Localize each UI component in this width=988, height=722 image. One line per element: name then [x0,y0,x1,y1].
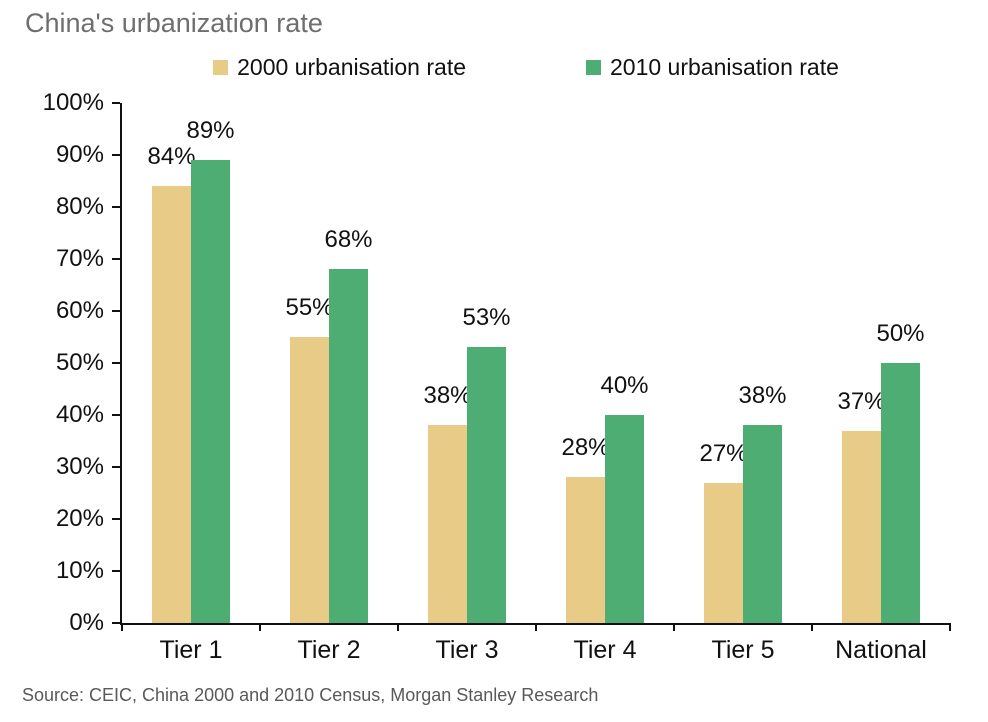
x-axis-category-label-tier-3: Tier 3 [435,636,499,664]
y-axis-label: 90% [55,141,104,168]
legend-swatch-2000 [213,60,229,75]
bar-value-label-2010-tier-1: 89% [186,117,235,145]
bar-value-label-2010-tier-2: 68% [324,226,373,254]
x-axis-tick [673,623,675,631]
bar-value-label-2000-tier-3: 38% [423,382,472,410]
y-axis-label: 0% [69,609,104,636]
bar-value-label-2010-national: 50% [876,320,925,347]
x-axis-tick [397,623,399,631]
bar-2000-tier-5 [704,482,743,623]
y-axis-tick [112,622,120,624]
bar-value-label-2010-tier-5: 38% [738,382,787,410]
bar-2000-tier-2 [290,337,329,623]
y-axis-tick [112,310,120,312]
bar-value-label-2010-tier-4: 40% [600,372,649,399]
legend-label-2010: 2010 urbanisation rate [610,54,839,80]
bar-value-label-2000-national: 37% [837,387,886,415]
chart-title: China's urbanization rate [25,8,323,38]
bar-value-label-2000-tier-2: 55% [285,294,334,321]
legend-item-2000: 2000 urbanisation rate [213,54,466,81]
bar-value-label-2000-tier-4: 28% [561,434,610,462]
x-axis-tick [535,623,537,631]
bar-2010-tier-3 [467,347,506,623]
x-axis-category-label-tier-5: Tier 5 [711,636,775,664]
bar-value-label-2000-tier-5: 27% [699,439,748,467]
y-axis-tick [112,414,120,416]
legend-label-2000: 2000 urbanisation rate [237,54,466,80]
x-axis-category-label-tier-4: Tier 4 [573,636,637,664]
x-axis-tick [949,623,951,631]
y-axis-label: 100% [42,89,104,116]
y-axis-label: 70% [55,245,104,272]
x-axis-category-label-tier-1: Tier 1 [159,636,223,664]
y-axis-tick [112,206,120,208]
y-axis-label: 50% [55,349,104,376]
y-axis-label: 30% [55,453,104,480]
legend-swatch-2010 [586,60,601,75]
bar-2000-tier-4 [566,477,605,623]
y-axis-tick [112,466,120,468]
y-axis-label: 10% [55,557,104,584]
y-axis-label: 60% [55,297,104,324]
plot-area: 0% 10% 20% 30% 40% 50% 60% 70% 80% 90% 100% 84% 89% T… [43,90,951,664]
source-note: Source: CEIC, China 2000 and 2010 Census… [22,685,599,705]
bar-2000-national [842,430,881,623]
bar-value-label-2010-tier-3: 53% [462,304,511,332]
y-axis-label: 20% [55,505,104,532]
y-axis-tick [112,102,120,104]
y-axis-label: 40% [55,401,104,428]
x-axis-tick [811,623,813,631]
y-axis-label: 80% [55,193,104,220]
bar-2010-national [881,363,920,623]
y-axis-tick [112,518,120,520]
y-axis-tick [112,570,120,572]
bar-2010-tier-2 [329,269,368,623]
x-axis-tick [121,623,123,631]
x-axis-category-label-tier-2: Tier 2 [297,636,361,664]
y-axis-tick [112,362,120,364]
y-axis-tick [112,258,120,260]
y-axis-tick [112,154,120,156]
bar-2010-tier-4 [605,415,644,623]
bar-2000-tier-3 [428,425,467,623]
bar-2010-tier-5 [743,425,782,623]
x-axis-category-label-national: National [835,636,927,664]
bar-value-label-2000-tier-1: 84% [147,143,196,171]
x-axis-tick [259,623,261,631]
bar-2000-tier-1 [152,186,191,623]
bar-2010-tier-1 [191,160,230,623]
legend: 2000 urbanisation rate 2010 urbanisation… [32,54,988,81]
legend-item-2010: 2010 urbanisation rate [586,54,839,81]
